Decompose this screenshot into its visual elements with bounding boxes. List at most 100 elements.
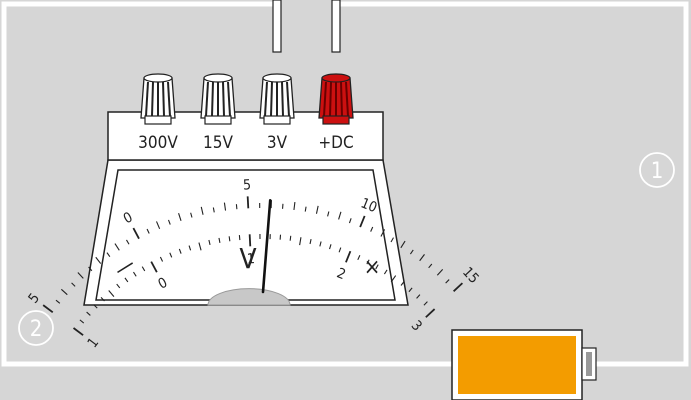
tick-upper (304, 206, 307, 212)
tick-upper (55, 299, 61, 304)
tick-upper (146, 228, 150, 234)
tick-upper (359, 215, 366, 228)
terminal-2: 3V (259, 73, 295, 153)
tick-upper (223, 202, 227, 211)
tick-lower (289, 235, 292, 241)
tick-upper (167, 219, 171, 225)
tick-lower (198, 242, 202, 251)
tick-lower (169, 252, 173, 258)
meter-face (95, 169, 396, 301)
tick-lower (218, 237, 221, 243)
tick-lower (338, 247, 342, 253)
needle (261, 198, 272, 294)
tick-lower (425, 308, 436, 318)
tick-lower (100, 297, 105, 302)
tick-upper (126, 239, 130, 245)
tick-lower (319, 241, 322, 247)
tick-lower (79, 319, 85, 324)
tick-lower (383, 269, 388, 275)
tick-lower (86, 311, 91, 316)
tick-upper (380, 229, 386, 237)
tick-upper (436, 268, 444, 276)
tick-lower (72, 327, 84, 336)
wire-right (333, 0, 689, 367)
tick-lower (329, 244, 332, 250)
tick-lower (133, 271, 137, 277)
tick-upper (60, 288, 68, 296)
tick-upper (71, 282, 76, 287)
tick-lower (345, 250, 352, 263)
tick-upper (178, 213, 182, 221)
terminal-3: +DC (318, 73, 354, 153)
marker-2-label: 2 (30, 317, 43, 342)
tick-upper (370, 226, 374, 232)
tick-upper (293, 201, 296, 211)
tick-lower (375, 264, 379, 270)
tick-upper (114, 243, 120, 251)
tick-upper (246, 196, 250, 209)
marker-1: 1 (639, 152, 675, 188)
upper-scale-label: 15 (459, 264, 482, 287)
tick-lower (141, 266, 146, 272)
upper-scale-label: 5 (243, 177, 252, 193)
tick-upper (315, 205, 319, 214)
tick-lower (93, 304, 98, 309)
tick-upper (212, 207, 215, 213)
tick-upper (190, 212, 193, 218)
tick-upper (390, 237, 394, 243)
tick-lower (400, 281, 405, 286)
marker-2: 2 (18, 310, 54, 346)
tick-upper (327, 211, 330, 217)
tick-lower (116, 283, 121, 289)
tick-upper (106, 252, 111, 258)
terminal-group: 300V 15V 3V +DC (138, 73, 354, 153)
tick-upper (95, 256, 102, 264)
needle-pivot (207, 288, 291, 306)
terminal-1: 15V (200, 73, 236, 153)
lower-scale-label: 1 (85, 335, 103, 351)
tick-upper (338, 211, 342, 220)
battery (451, 329, 597, 400)
tick-upper (155, 221, 161, 230)
tick-upper (77, 272, 84, 279)
times-symbol: × (364, 255, 381, 280)
tick-lower (208, 239, 211, 246)
tick-upper (409, 249, 414, 255)
terminal-label-0: 300V (138, 133, 178, 153)
tick-upper (453, 282, 464, 292)
tick-upper (445, 279, 450, 284)
terminal-label-2: 3V (267, 133, 288, 153)
wire-stub-3v (272, 0, 282, 53)
unit-label: V (239, 242, 257, 275)
tick-upper (132, 227, 140, 240)
tick-lower (159, 256, 164, 262)
tick-upper (42, 304, 54, 314)
tick-lower (299, 237, 302, 246)
tick-lower (357, 255, 361, 261)
tick-upper (400, 240, 406, 249)
tick-lower (178, 248, 182, 254)
wire-stub-dc (331, 0, 341, 53)
tick-lower (416, 294, 421, 299)
tick-lower (228, 236, 231, 242)
lower-scale-label: 3 (408, 318, 425, 335)
upper-scale-label: 10 (358, 195, 379, 216)
terminal-label-3: +DC (318, 133, 353, 153)
marker-1-label: 1 (651, 159, 664, 184)
terminal-label-1: 15V (203, 133, 233, 153)
tick-upper (348, 218, 352, 224)
tick-upper (88, 266, 93, 272)
tick-upper (428, 263, 433, 269)
terminal-0: 300V (138, 73, 178, 153)
tick-lower (188, 245, 192, 251)
tick-lower (108, 290, 115, 297)
tick-lower (124, 277, 129, 283)
tick-lower (408, 287, 413, 293)
tick-lower (423, 301, 428, 306)
tick-upper (200, 206, 204, 215)
tick-lower (366, 259, 370, 265)
tick-lower (150, 261, 158, 273)
